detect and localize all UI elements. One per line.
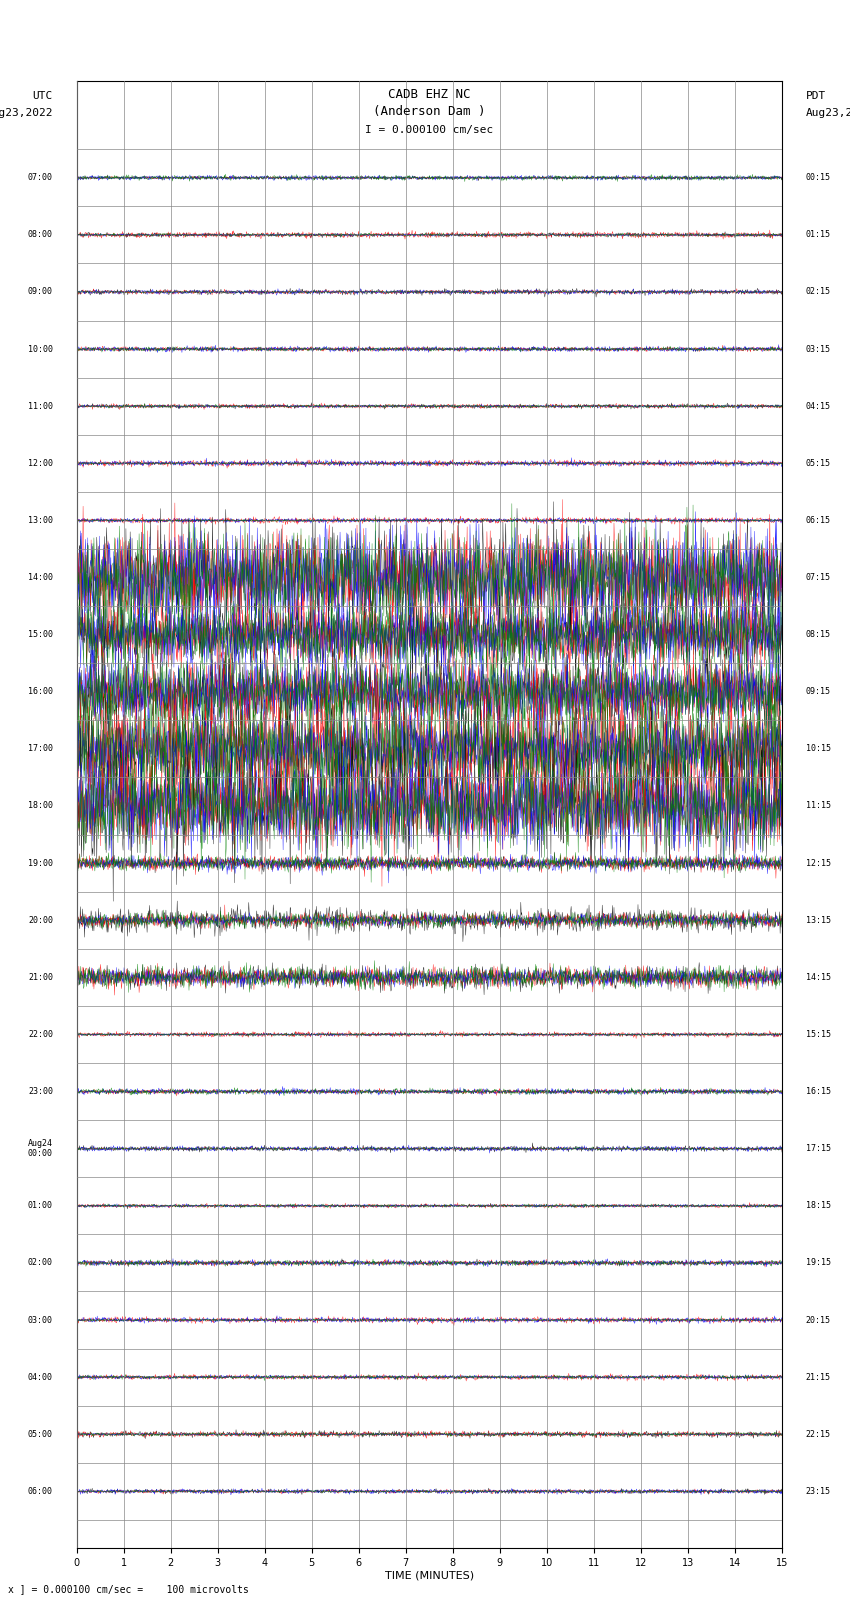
- Text: 23:15: 23:15: [806, 1487, 830, 1495]
- Text: 13:00: 13:00: [28, 516, 53, 524]
- Text: 16:15: 16:15: [806, 1087, 830, 1097]
- Text: 09:00: 09:00: [28, 287, 53, 297]
- Text: 03:15: 03:15: [806, 345, 830, 353]
- Text: 09:15: 09:15: [806, 687, 830, 697]
- Text: UTC: UTC: [33, 90, 53, 100]
- Text: 22:15: 22:15: [806, 1429, 830, 1439]
- Text: 14:00: 14:00: [28, 573, 53, 582]
- Text: Aug23,2022: Aug23,2022: [0, 108, 53, 118]
- Text: 13:15: 13:15: [806, 916, 830, 924]
- Text: 18:00: 18:00: [28, 802, 53, 810]
- Text: 23:00: 23:00: [28, 1087, 53, 1097]
- Text: 00:15: 00:15: [806, 173, 830, 182]
- Text: 20:00: 20:00: [28, 916, 53, 924]
- Text: CADB EHZ NC: CADB EHZ NC: [388, 87, 471, 100]
- Text: Aug24
00:00: Aug24 00:00: [28, 1139, 53, 1158]
- Text: 21:15: 21:15: [806, 1373, 830, 1382]
- Text: (Anderson Dam ): (Anderson Dam ): [373, 105, 485, 118]
- Text: 02:15: 02:15: [806, 287, 830, 297]
- Text: 04:00: 04:00: [28, 1373, 53, 1382]
- Text: Aug23,2022: Aug23,2022: [806, 108, 850, 118]
- Text: 10:00: 10:00: [28, 345, 53, 353]
- Text: 10:15: 10:15: [806, 744, 830, 753]
- Text: 02:00: 02:00: [28, 1258, 53, 1268]
- Text: 14:15: 14:15: [806, 973, 830, 982]
- X-axis label: TIME (MINUTES): TIME (MINUTES): [385, 1571, 473, 1581]
- Text: 01:00: 01:00: [28, 1202, 53, 1210]
- Text: 21:00: 21:00: [28, 973, 53, 982]
- Text: 19:00: 19:00: [28, 858, 53, 868]
- Text: 07:00: 07:00: [28, 173, 53, 182]
- Text: 06:15: 06:15: [806, 516, 830, 524]
- Text: PDT: PDT: [806, 90, 825, 100]
- Text: 07:15: 07:15: [806, 573, 830, 582]
- Text: 16:00: 16:00: [28, 687, 53, 697]
- Text: 05:00: 05:00: [28, 1429, 53, 1439]
- Text: 11:00: 11:00: [28, 402, 53, 411]
- Text: 03:00: 03:00: [28, 1316, 53, 1324]
- Text: 12:00: 12:00: [28, 458, 53, 468]
- Text: I = 0.000100 cm/sec: I = 0.000100 cm/sec: [366, 124, 493, 135]
- Text: 01:15: 01:15: [806, 231, 830, 239]
- Text: 20:15: 20:15: [806, 1316, 830, 1324]
- Text: 12:15: 12:15: [806, 858, 830, 868]
- Text: 15:00: 15:00: [28, 631, 53, 639]
- Text: 17:00: 17:00: [28, 744, 53, 753]
- Text: 22:00: 22:00: [28, 1031, 53, 1039]
- Text: 19:15: 19:15: [806, 1258, 830, 1268]
- Text: 17:15: 17:15: [806, 1144, 830, 1153]
- Text: 08:00: 08:00: [28, 231, 53, 239]
- Text: 04:15: 04:15: [806, 402, 830, 411]
- Text: 06:00: 06:00: [28, 1487, 53, 1495]
- Text: 11:15: 11:15: [806, 802, 830, 810]
- Text: 18:15: 18:15: [806, 1202, 830, 1210]
- Text: 05:15: 05:15: [806, 458, 830, 468]
- Text: 08:15: 08:15: [806, 631, 830, 639]
- Text: 15:15: 15:15: [806, 1031, 830, 1039]
- Text: x ] = 0.000100 cm/sec =    100 microvolts: x ] = 0.000100 cm/sec = 100 microvolts: [8, 1584, 249, 1594]
